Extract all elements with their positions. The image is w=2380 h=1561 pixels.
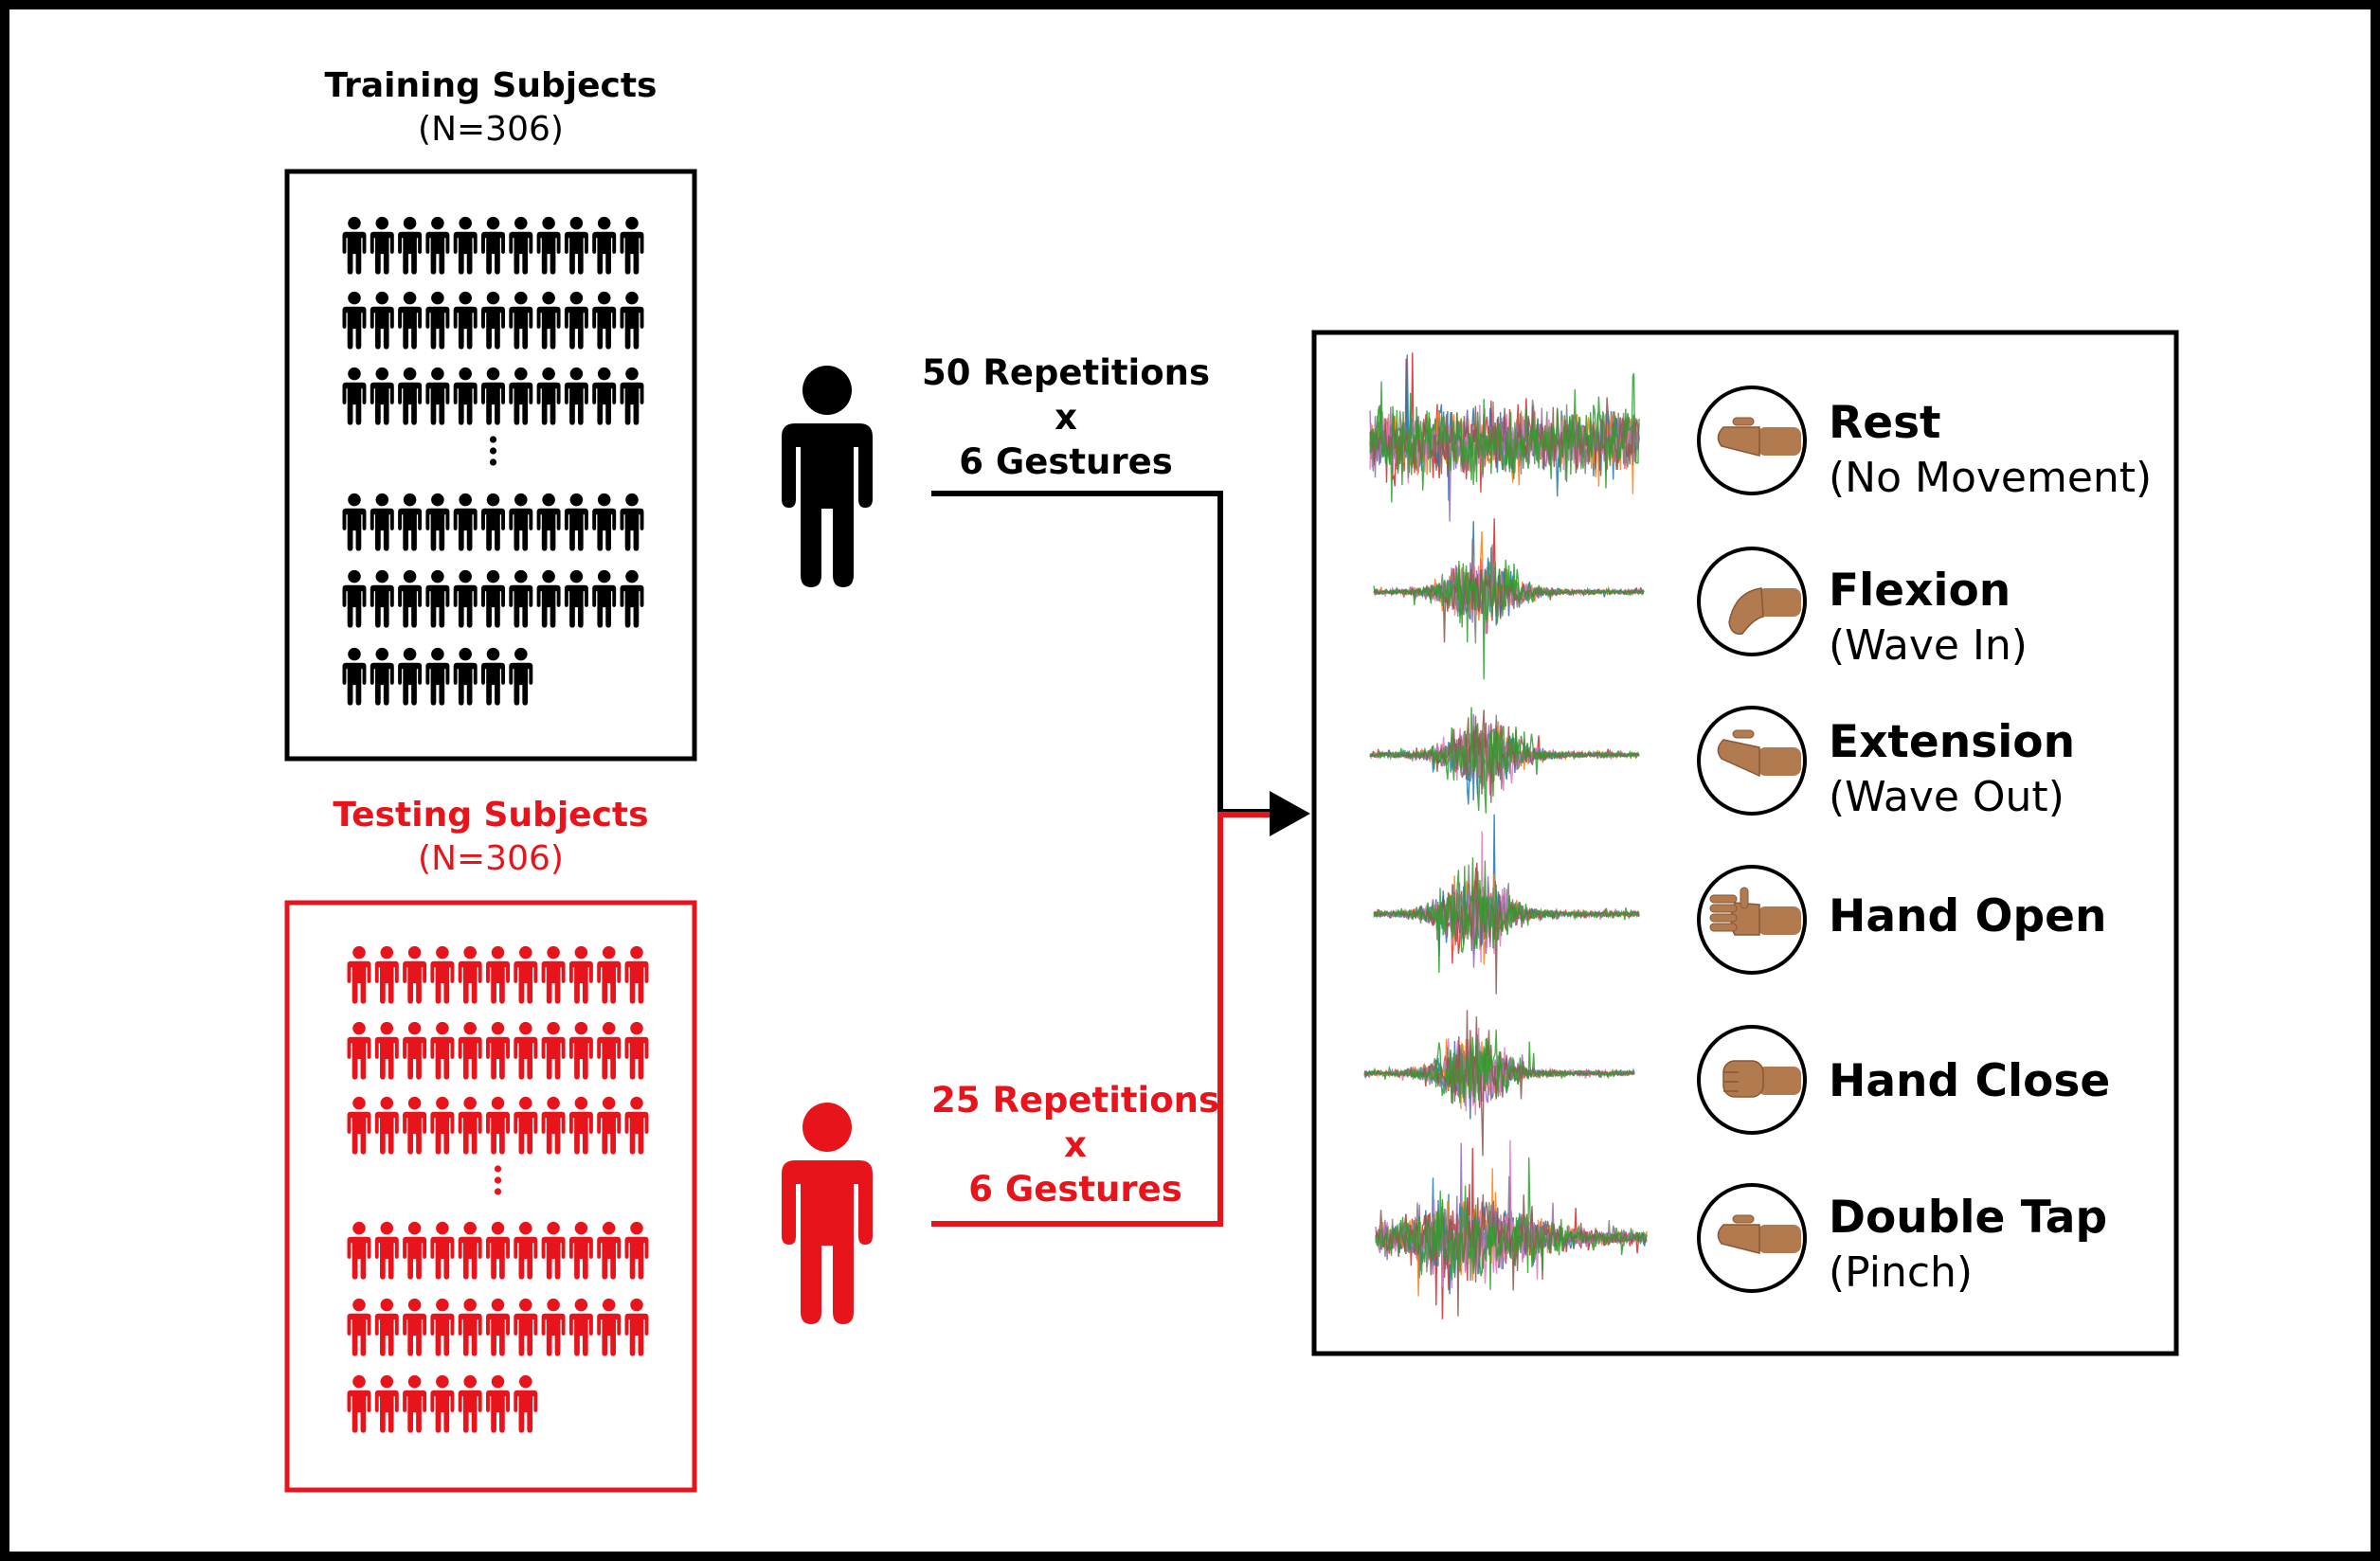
training-flow-label: 50 Repetitions x 6 Gestures [900,350,1232,484]
vertical-ellipsis-icon [494,1176,502,1184]
testing-flow-label: 25 Repetitions x 6 Gestures [910,1078,1241,1211]
testing-subjects-box [284,900,697,1493]
vertical-ellipsis-icon [494,1165,502,1173]
vertical-ellipsis-icon [494,1188,502,1195]
testing-connector-line [931,812,1284,1227]
hand-gesture-icon [1697,865,1807,975]
gesture-panel [1311,330,2179,1356]
gesture-label-double-tap: Double Tap (Pinch) [1829,1192,2108,1297]
testing-people-grid [347,945,649,1433]
gesture-label-hand-open: Hand Open [1829,890,2107,942]
testing-gestures: 6 Gestures [968,1169,1182,1210]
emg-signal-icon [1369,352,1640,522]
training-gestures: 6 Gestures [959,441,1173,482]
vertical-ellipsis-icon [489,436,497,443]
vertical-ellipsis-icon [489,458,497,466]
training-people-grid [342,216,644,706]
emg-signal-icon [1373,518,1645,680]
emg-signal-icon [1373,814,1640,995]
training-reps: 50 Repetitions [921,352,1211,393]
hand-gesture-icon [1697,1025,1807,1135]
gesture-label-flexion: Flexion (Wave In) [1829,565,2028,670]
hand-gesture-icon [1697,386,1807,495]
training-title: Training Subjects [324,66,658,105]
gesture-label-hand-close: Hand Close [1829,1055,2111,1107]
hand-gesture-icon [1697,1183,1807,1293]
testing-reps: 25 Repetitions [930,1080,1220,1121]
hand-icons [1697,386,1807,1293]
testing-title: Testing Subjects [333,796,649,834]
emg-signals [1363,352,1648,1319]
emg-signal-icon [1369,707,1640,814]
emg-signal-icon [1363,1010,1635,1157]
testing-count: (N=306) [418,839,564,878]
training-times: x [1055,397,1077,438]
arrow-right-icon [1270,791,1310,836]
hand-gesture-icon [1697,706,1807,816]
gesture-label-extension: Extension (Wave Out) [1829,716,2076,821]
testing-times: x [1064,1124,1087,1165]
training-count: (N=306) [418,110,564,149]
emg-signal-icon [1375,1139,1648,1319]
gesture-label-rest: Rest (No Movement) [1829,397,2153,502]
training-subjects-box [284,169,697,762]
hand-gesture-icon [1697,547,1807,656]
vertical-ellipsis-icon [489,447,497,455]
